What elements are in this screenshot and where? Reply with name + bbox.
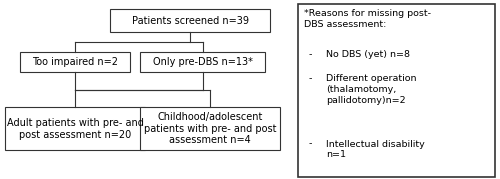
FancyBboxPatch shape bbox=[20, 52, 130, 72]
FancyBboxPatch shape bbox=[5, 107, 145, 150]
FancyBboxPatch shape bbox=[140, 52, 265, 72]
Text: Adult patients with pre- and
post assessment n=20: Adult patients with pre- and post assess… bbox=[6, 118, 143, 140]
Text: Only pre-DBS n=13*: Only pre-DBS n=13* bbox=[152, 57, 252, 67]
Text: Intellectual disability
n=1: Intellectual disability n=1 bbox=[326, 140, 425, 159]
Text: Different operation
(thalamotomy,
pallidotomy)n=2: Different operation (thalamotomy, pallid… bbox=[326, 74, 416, 105]
FancyBboxPatch shape bbox=[298, 4, 495, 177]
Text: *Reasons for missing post-
DBS assessment:: *Reasons for missing post- DBS assessmen… bbox=[304, 9, 430, 29]
Text: -: - bbox=[308, 74, 312, 83]
FancyBboxPatch shape bbox=[140, 107, 280, 150]
Text: Too impaired n=2: Too impaired n=2 bbox=[32, 57, 118, 67]
Text: Childhood/adolescent
patients with pre- and post
assessment n=4: Childhood/adolescent patients with pre- … bbox=[144, 112, 276, 146]
Text: -: - bbox=[308, 140, 312, 149]
Text: Patients screened n=39: Patients screened n=39 bbox=[132, 16, 248, 26]
Text: -: - bbox=[308, 50, 312, 59]
FancyBboxPatch shape bbox=[110, 9, 270, 32]
Text: No DBS (yet) n=8: No DBS (yet) n=8 bbox=[326, 50, 410, 59]
